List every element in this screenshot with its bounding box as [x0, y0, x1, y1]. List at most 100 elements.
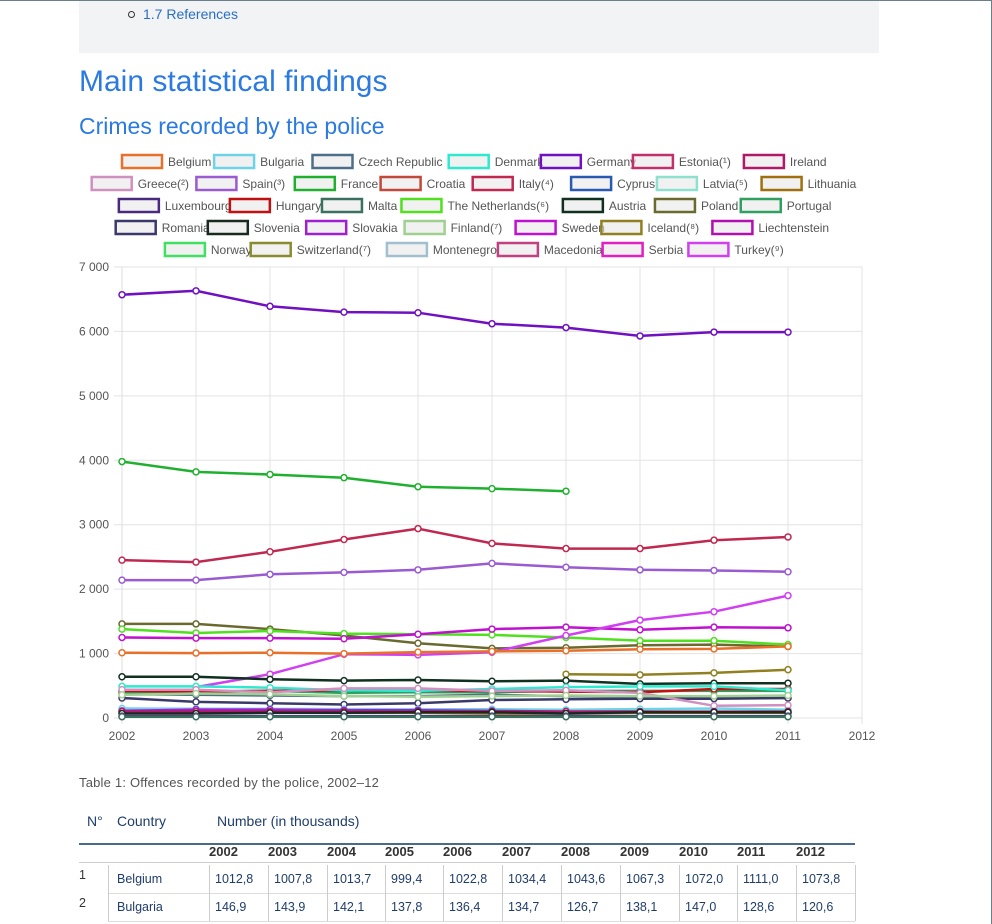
data-point	[562, 631, 570, 640]
data-point	[266, 302, 274, 311]
cell-divider	[855, 865, 856, 893]
legend-label: Finland(⁷)	[451, 221, 503, 235]
data-point	[784, 691, 792, 700]
data-point	[710, 636, 718, 645]
series-line	[122, 675, 788, 686]
data-point	[710, 692, 718, 700]
col-header-country: Country	[117, 813, 167, 829]
series-line	[121, 645, 789, 655]
value-cell: 120,6	[802, 900, 834, 914]
legend-label: Sweden	[562, 221, 605, 235]
legend-label: Poland	[701, 199, 738, 213]
row-border	[108, 865, 855, 894]
row-number: 2	[79, 896, 86, 910]
legend-label: Lithuania	[808, 177, 857, 191]
year-header: 2003	[268, 844, 297, 859]
toc-box: 1.7 References	[79, 1, 879, 53]
legend-swatch	[385, 241, 429, 258]
legend-swatch	[561, 197, 605, 214]
data-point	[710, 669, 718, 677]
cell-divider	[385, 893, 386, 921]
data-point	[414, 648, 422, 656]
cell-divider	[443, 893, 444, 921]
legend-swatch	[601, 241, 644, 258]
data-point	[562, 544, 570, 553]
value-cell: 134,7	[508, 900, 540, 914]
cell-divider	[796, 865, 797, 893]
data-point	[266, 570, 274, 579]
data-point	[488, 712, 496, 721]
legend-swatch	[304, 219, 348, 236]
data-point	[118, 691, 126, 699]
legend-swatch	[514, 219, 557, 236]
value-cell: 1007,8	[274, 872, 313, 886]
data-point	[192, 558, 200, 566]
data-point	[192, 712, 200, 721]
data-point	[192, 689, 200, 698]
x-tick-label: 2006	[405, 729, 432, 743]
cell-divider	[620, 865, 621, 893]
data-point	[710, 645, 718, 653]
series-line	[121, 289, 788, 338]
data-point	[340, 676, 348, 685]
cell-divider	[737, 893, 738, 921]
data-point	[340, 535, 348, 544]
country-cell: Bulgaria	[117, 900, 163, 914]
legend-swatch	[163, 241, 207, 258]
data-point	[414, 630, 422, 638]
data-point	[562, 712, 570, 721]
series-line	[122, 622, 789, 650]
legend-swatch	[631, 153, 675, 170]
legend-label: Malta	[368, 199, 398, 213]
data-point	[784, 328, 792, 336]
legend-swatch	[249, 241, 292, 258]
year-header: 2010	[679, 844, 708, 859]
legend-swatch	[653, 197, 697, 214]
data-point	[118, 290, 126, 299]
data-point	[414, 699, 422, 707]
value-cell: 126,7	[567, 900, 599, 914]
data-point	[636, 616, 644, 624]
legend-swatch	[760, 175, 803, 192]
legend-swatch	[90, 175, 133, 192]
data-point	[636, 636, 644, 645]
data-point	[710, 607, 718, 616]
data-point	[636, 692, 644, 700]
legend-swatch	[114, 219, 157, 236]
y-tick-label: 5 000	[79, 389, 109, 403]
data-point	[784, 712, 792, 721]
cell-divider	[855, 893, 856, 921]
value-cell: 146,9	[215, 900, 247, 914]
legend-swatch	[600, 219, 643, 236]
toc-item-references[interactable]: 1.7 References	[128, 6, 238, 22]
cell-divider	[268, 893, 269, 921]
data-point	[562, 676, 570, 685]
year-header: 2008	[561, 844, 590, 859]
y-tick-label: 4 000	[79, 453, 109, 467]
legend-label: Ireland	[790, 155, 827, 169]
row-border	[108, 893, 855, 922]
data-point	[636, 332, 644, 340]
year-header: 2005	[385, 844, 414, 859]
y-tick-label: 7 000	[79, 260, 109, 274]
legend-swatch	[496, 241, 540, 258]
value-cell: 138,1	[626, 900, 658, 914]
data-point	[266, 627, 274, 635]
data-point	[784, 665, 792, 674]
legend-swatch	[403, 219, 446, 236]
data-point	[562, 563, 570, 571]
data-point	[488, 625, 496, 633]
legend-swatch	[742, 153, 786, 170]
data-point	[266, 470, 274, 479]
data-point	[784, 591, 792, 600]
legend-swatch	[739, 197, 782, 214]
section-title: Crimes recorded by the police	[79, 113, 385, 139]
data-point	[118, 648, 126, 657]
value-cell: 143,9	[274, 900, 306, 914]
cell-divider	[268, 865, 269, 893]
data-point	[562, 646, 570, 655]
value-cell: 128,6	[743, 900, 775, 914]
legend-swatch	[206, 219, 250, 236]
data-point	[192, 673, 200, 681]
cell-divider	[209, 893, 210, 921]
